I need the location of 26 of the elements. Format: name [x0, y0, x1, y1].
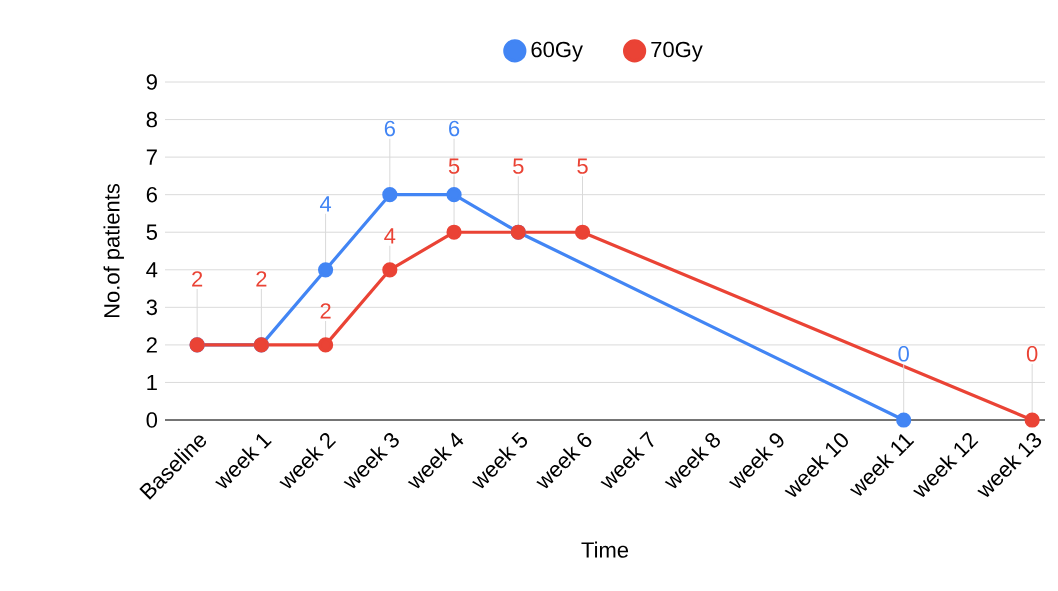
data-label: 2: [256, 271, 267, 287]
y-tick-label: 3: [146, 299, 157, 316]
data-label: 6: [384, 120, 395, 137]
y-tick-label: 7: [146, 149, 157, 165]
y-tick-label: 0: [146, 412, 158, 428]
legend-label: 60Gy: [531, 41, 583, 62]
legend-label: 70Gy: [651, 41, 703, 62]
y-tick-label: 2: [146, 337, 157, 353]
y-tick-label: 9: [146, 74, 157, 90]
y-tick-label: 6: [146, 186, 157, 203]
data-label: 4: [319, 196, 332, 212]
y-tick-label: 5: [146, 224, 157, 240]
y-axis-title: No.of patients: [103, 183, 124, 318]
data-label: 5: [513, 158, 524, 174]
data-label: 2: [320, 303, 331, 319]
x-axis-title: Time: [581, 541, 629, 558]
data-label: 4: [384, 228, 396, 244]
data-label: 5: [577, 158, 588, 174]
data-label: 6: [449, 120, 460, 137]
data-label: 2: [192, 271, 203, 287]
y-tick-label: 4: [146, 262, 158, 278]
y-tick-label: 1: [147, 374, 157, 391]
y-tick-label: 8: [146, 111, 157, 128]
data-label: 0: [1026, 346, 1038, 362]
data-label: 0: [898, 346, 909, 362]
data-label: 5: [448, 158, 460, 174]
